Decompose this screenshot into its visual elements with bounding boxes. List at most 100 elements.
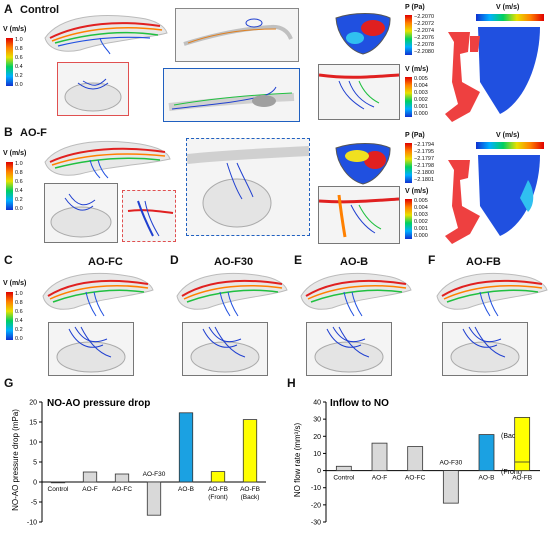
pressure-contour-image [335, 143, 391, 185]
x-tick-label: (Front) [208, 494, 228, 501]
panel-title-control: Control [20, 4, 60, 16]
scale-tick: 0.0 [15, 82, 23, 88]
y-tick-label: 40 [313, 400, 321, 407]
velocity-colorbar [6, 292, 13, 340]
scale-tick: −2.2080 [414, 49, 435, 55]
panel-letter-b: B [4, 125, 13, 139]
small-velocity-zoom-image [318, 64, 400, 120]
bar [210, 471, 226, 483]
scale-tick: −2.1795 [414, 149, 435, 155]
horizontal-colorbar [476, 14, 544, 21]
bar [442, 470, 459, 504]
chart-title: NO-AO pressure drop [47, 398, 150, 409]
velocity-scale-title: V (m/s) [3, 150, 27, 157]
scale-tick: 0.8 [15, 46, 23, 52]
scale-tick: 0.0 [15, 206, 23, 212]
bar [146, 481, 162, 516]
scale-tick: −2.2078 [414, 42, 435, 48]
velocity-colorbar [6, 162, 13, 210]
pressure-colorbar [405, 15, 412, 55]
scale-tick: −2.2072 [414, 21, 435, 27]
horizontal-scale-title: V (m/s) [496, 132, 520, 139]
y-tick-label: 0 [33, 480, 37, 487]
scale-tick: 0.0 [15, 336, 23, 342]
scale-tick: 0.000 [414, 111, 428, 117]
scale-tick: −2.1800 [414, 170, 435, 176]
scale-tick: 0.6 [15, 309, 23, 315]
small-velocity-scale-title: V (m/s) [405, 66, 429, 73]
scale-tick: 1.0 [15, 161, 23, 167]
scale-tick: 0.005 [414, 76, 428, 82]
scale-tick: 0.000 [414, 233, 428, 239]
y-axis-label: NO-AO pressure drop (mPa) [11, 409, 20, 511]
x-tick-label: AO-FB [208, 486, 228, 493]
bar [407, 446, 424, 471]
annotation-back: (Back) [501, 433, 521, 440]
nasal-streamlines-image [44, 14, 168, 55]
scale-tick: −2.2074 [414, 28, 435, 34]
sinus-zoom-image [44, 183, 118, 243]
bar [50, 481, 66, 484]
x-tick-label: AO-FC [112, 486, 133, 493]
bar [114, 473, 130, 483]
scale-tick: 0.2 [15, 327, 23, 333]
x-tick-label: (Back) [241, 494, 260, 501]
y-tick-label: 10 [29, 440, 37, 447]
nasal-overview-image [175, 8, 299, 62]
scale-tick: 0.004 [414, 83, 428, 89]
velocity-colorbar [6, 38, 13, 86]
sinus-zoom-image [48, 322, 134, 376]
ostium-zoom-image [186, 138, 310, 236]
scale-tick: −2.2076 [414, 35, 435, 41]
y-tick-label: 30 [313, 417, 321, 424]
scale-tick: 0.003 [414, 212, 428, 218]
small-velocity-colorbar [405, 77, 412, 117]
ostium-detail-image [122, 190, 176, 242]
bar [82, 471, 98, 483]
x-tick-label: AO-F30 [439, 460, 462, 467]
velocity-scale-title: V (m/s) [3, 280, 27, 287]
y-tick-label: 20 [29, 400, 37, 407]
scale-tick: 0.002 [414, 219, 428, 225]
nasal-streamlines-image [44, 140, 171, 179]
x-tick-label: Control [48, 486, 70, 493]
x-tick-label: AO-FB [512, 475, 532, 482]
nasal-streamlines-image [300, 273, 412, 317]
scale-tick: 1.0 [15, 37, 23, 43]
pressure-colorbar [405, 143, 412, 183]
flow-rate-chart: Inflow to NO NO flow rate (mm³/s) (Back)… [293, 398, 540, 527]
scale-tick: −2.1797 [414, 156, 435, 162]
y-tick-label: 5 [33, 460, 37, 467]
scale-tick: −2.1801 [414, 177, 435, 183]
pressure-drop-chart: NO-AO pressure drop NO-AO pressure drop … [11, 398, 266, 527]
scale-tick: 0.005 [414, 198, 428, 204]
small-velocity-zoom-image [318, 186, 400, 244]
y-tick-label: -30 [311, 520, 321, 527]
y-tick-label: -5 [31, 500, 37, 507]
x-tick-label: AO-FC [405, 475, 426, 482]
pressure-scale-title: P (Pa) [405, 4, 425, 11]
small-velocity-colorbar [405, 199, 412, 239]
x-tick-label: AO-F30 [143, 471, 166, 478]
bar [514, 417, 531, 471]
panel-letter-g: G [4, 376, 14, 390]
panel-title-ao-b: AO-B [340, 256, 369, 268]
sinus-section-image [445, 27, 540, 122]
panel-title-ao-fb: AO-FB [466, 256, 501, 268]
sinus-section-image [445, 155, 540, 244]
small-velocity-scale-title: V (m/s) [405, 188, 429, 195]
scale-tick: 0.2 [15, 73, 23, 79]
horizontal-colorbar [476, 142, 544, 149]
chart-title: Inflow to NO [330, 398, 389, 409]
x-tick-label: AO-FB [240, 486, 260, 493]
y-tick-label: 15 [29, 420, 37, 427]
scale-tick: 0.004 [414, 205, 428, 211]
scale-tick: 0.001 [414, 226, 428, 232]
scale-tick: 0.003 [414, 90, 428, 96]
sinus-zoom-image [182, 322, 268, 376]
pressure-contour-image [335, 13, 391, 55]
panel-letter-e: E [294, 253, 303, 267]
panel-letter-a: A [4, 2, 13, 16]
scale-tick: 0.6 [15, 55, 23, 61]
y-axis-label: NO flow rate (mm³/s) [293, 423, 302, 498]
